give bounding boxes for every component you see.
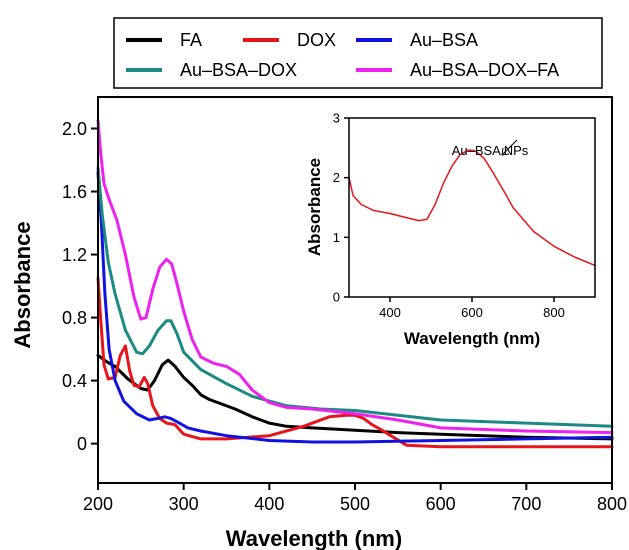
- main-series-line-fa: [96, 353, 614, 441]
- main-x-tick-label: 700: [511, 494, 541, 514]
- inset-x-tick-label: 600: [461, 305, 483, 320]
- main-x-tick-label: 300: [169, 494, 199, 514]
- main-y-axis-title: Absorbance: [10, 221, 35, 348]
- inset-x-tick-label: 400: [379, 305, 401, 320]
- main-y-tick-label: 0: [77, 434, 87, 454]
- inset-series-group: [348, 149, 596, 267]
- inset-x-axis-title: Wavelength (nm): [404, 329, 540, 348]
- main-x-tick-label: 800: [597, 494, 627, 514]
- main-series-line-au-bsa: [96, 171, 614, 444]
- legend-box: [113, 17, 603, 89]
- inset-y-tick-label: 3: [333, 111, 340, 126]
- main-y-ticks: 0 0.4 0.8 1.2 1.6 2.0: [62, 119, 98, 454]
- inset-annotation-arrowhead: [501, 147, 510, 156]
- inset-y-axis-title: Absorbance: [305, 158, 324, 256]
- inset-x-tick-label: 800: [543, 305, 565, 320]
- inset-y-tick-label: 2: [333, 170, 340, 185]
- legend-label-au-bsa-dox: Au–BSA–DOX: [180, 60, 297, 80]
- inset-x-ticks: 400 600 800: [379, 297, 565, 320]
- main-series-group: [96, 119, 614, 449]
- main-y-tick-label: 0.8: [62, 308, 87, 328]
- main-series-line-au-bsa-dox-fa: [96, 119, 614, 435]
- main-x-tick-label: 500: [340, 494, 370, 514]
- main-y-tick-label: 1.6: [62, 182, 87, 202]
- main-series-line-dox: [96, 276, 614, 449]
- main-y-tick-label: 0.4: [62, 371, 87, 391]
- main-y-tick-label: 1.2: [62, 245, 87, 265]
- inset-annotation-label: Au–BSA NPs: [452, 143, 529, 158]
- legend: FA DOX Au–BSA Au–BSA–DOX Au–BSA–DOX–FA: [113, 17, 603, 89]
- legend-label-fa: FA: [180, 30, 202, 50]
- inset-y-tick-label: 0: [333, 290, 340, 305]
- main-series-line-au-bsa-dox: [96, 166, 614, 428]
- inset-annotation-arrow: [502, 139, 518, 155]
- inset-y-ticks: 0 1 2 3: [333, 111, 349, 305]
- main-y-tick-label: 2.0: [62, 119, 87, 139]
- main-x-tick-label: 600: [426, 494, 456, 514]
- main-x-tick-label: 400: [254, 494, 284, 514]
- inset-y-tick-label: 1: [333, 230, 340, 245]
- legend-label-au-bsa: Au–BSA: [410, 30, 478, 50]
- inset-plot: 400 600 800 0 1 2 3 Wavelength (nm) Absorbanc…: [305, 111, 596, 348]
- main-plot: 200 300 400 500 600 700 800 0 0.4 0.8 1.2 1.6 2.0 W…: [10, 96, 627, 550]
- main-x-tick-label: 200: [83, 494, 113, 514]
- main-x-axis-title: Wavelength (nm): [226, 526, 402, 550]
- inset-series-line-1: [348, 149, 596, 267]
- legend-label-dox: DOX: [297, 30, 336, 50]
- legend-label-au-bsa-dox-fa: Au–BSA–DOX–FA: [410, 60, 559, 80]
- main-x-ticks: 200 300 400 500 600 700 800: [83, 483, 627, 514]
